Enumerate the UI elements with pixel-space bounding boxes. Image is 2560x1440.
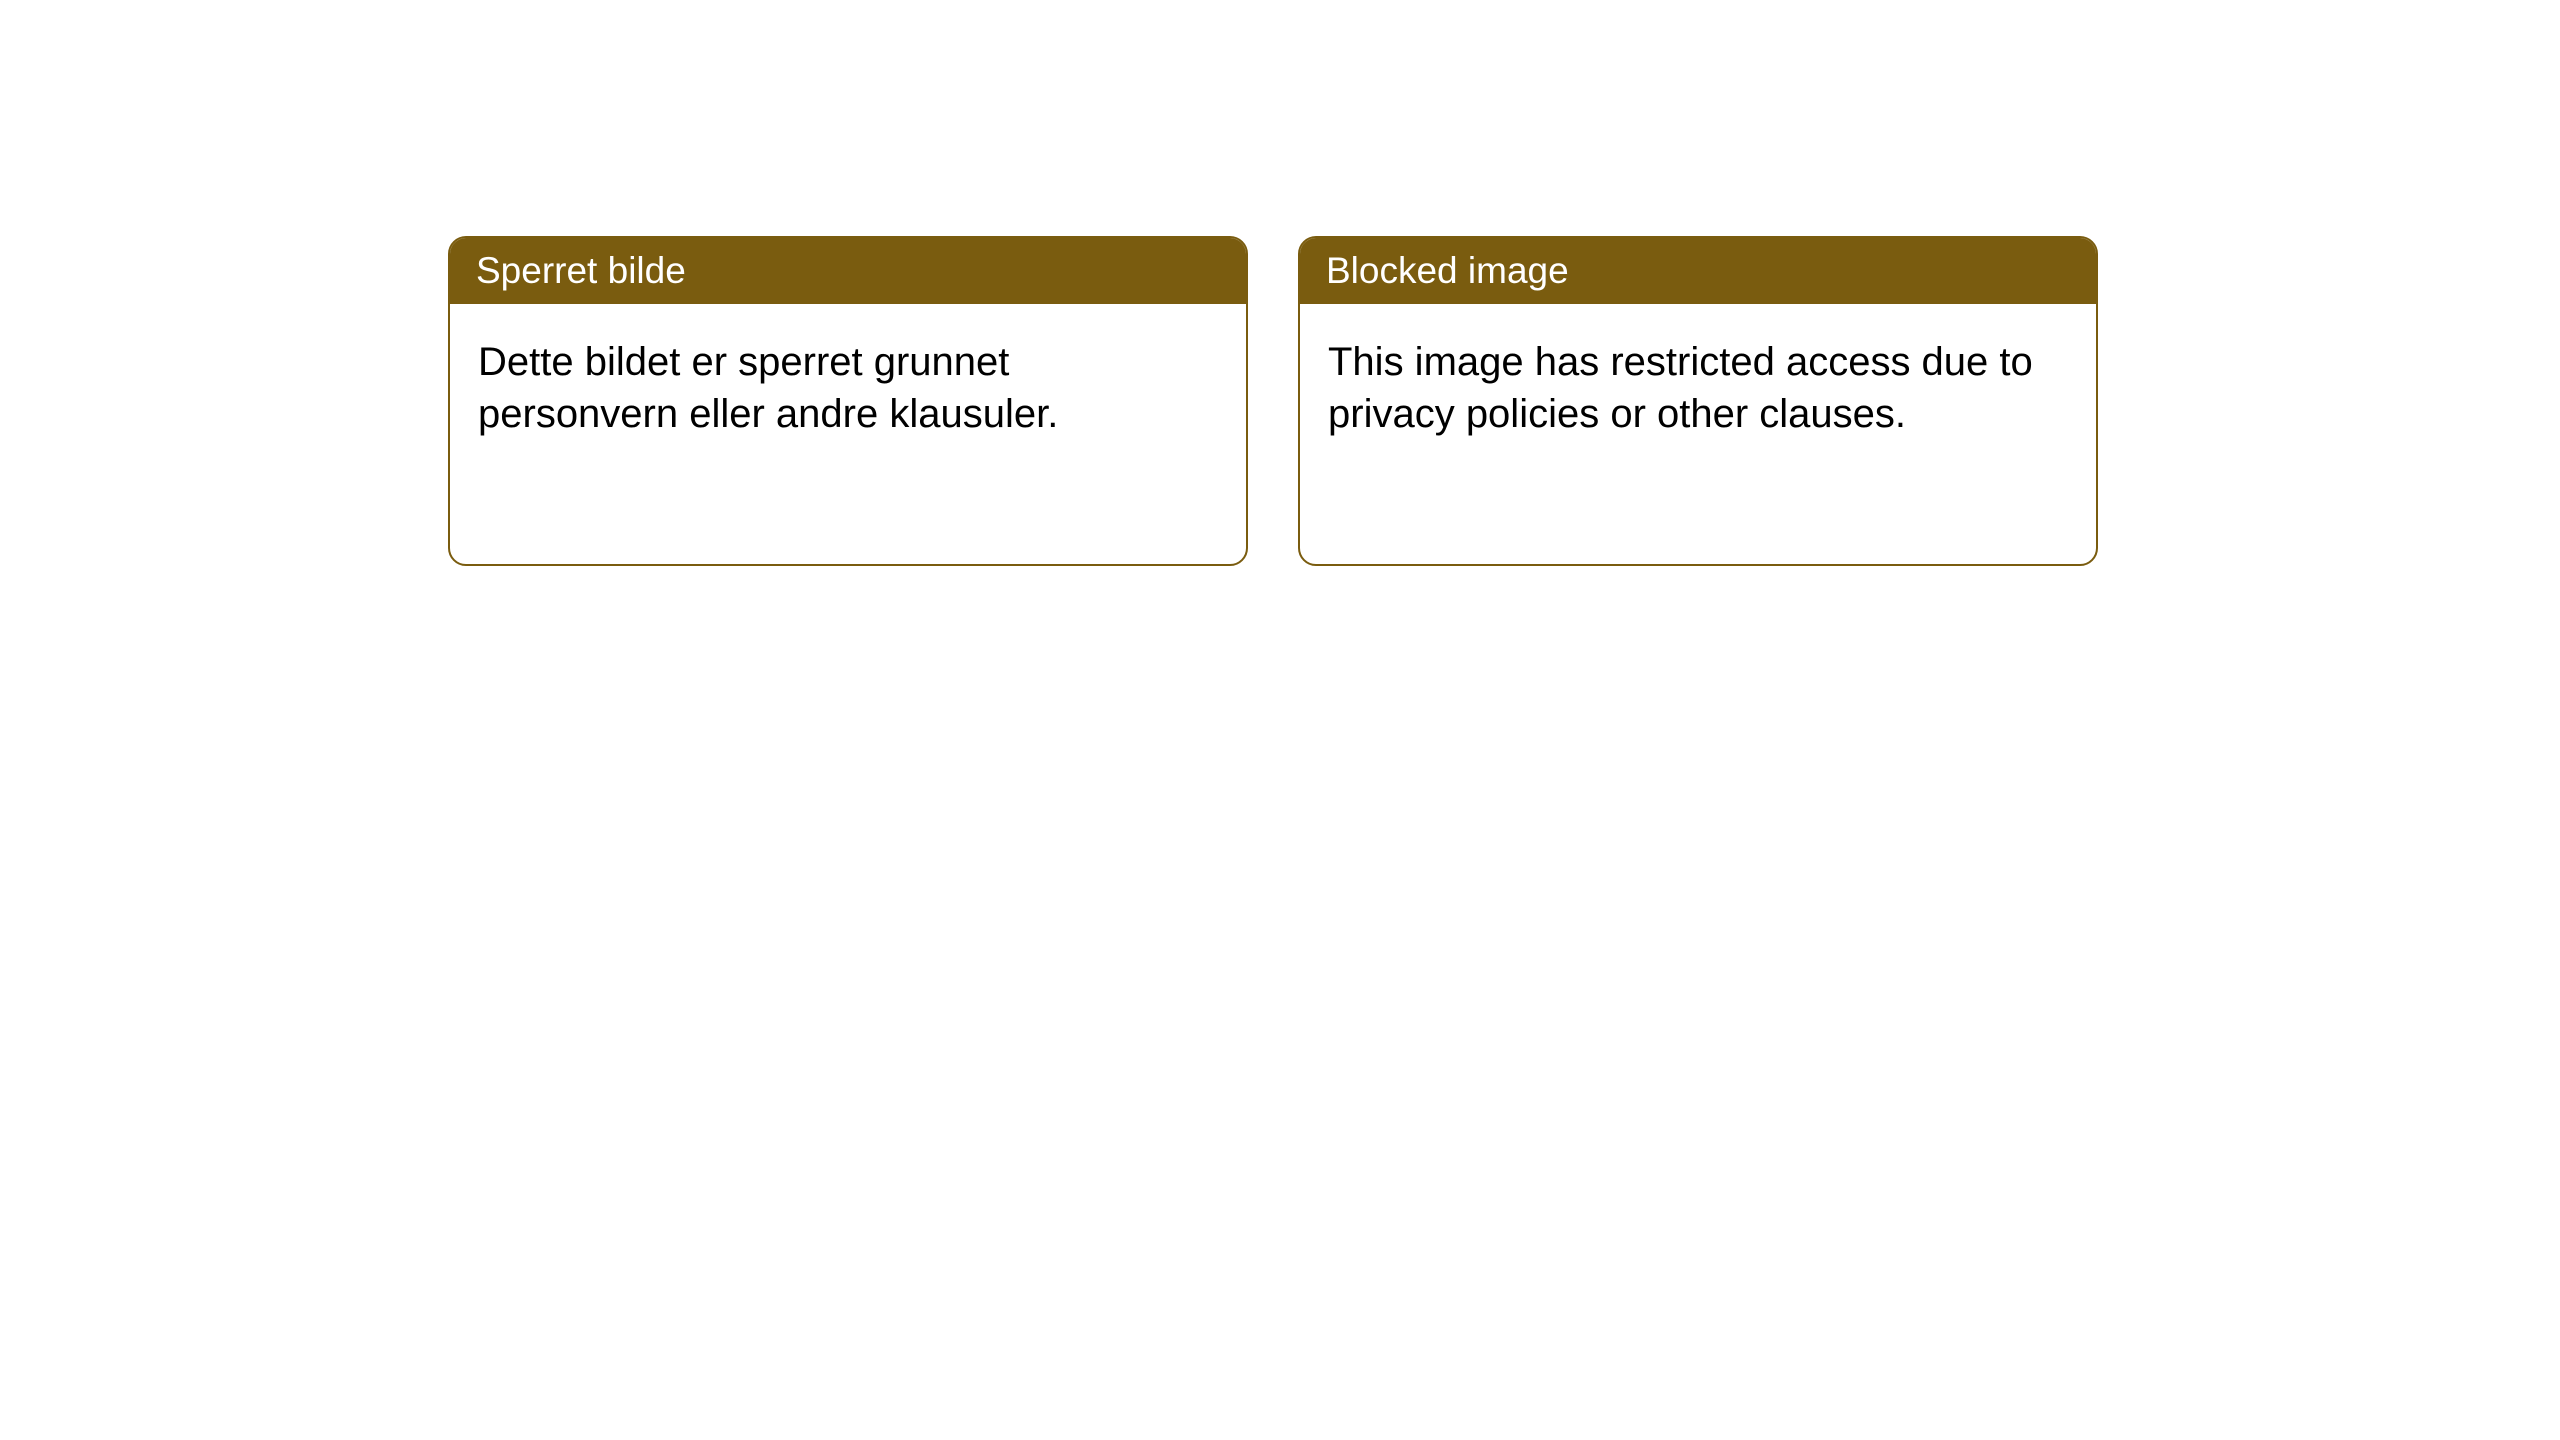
blocked-image-card-english: Blocked image This image has restricted … xyxy=(1298,236,2098,566)
notice-container: Sperret bilde Dette bildet er sperret gr… xyxy=(448,236,2098,566)
card-header: Sperret bilde xyxy=(450,238,1246,304)
card-header: Blocked image xyxy=(1300,238,2096,304)
card-title: Sperret bilde xyxy=(476,250,686,291)
card-body: This image has restricted access due to … xyxy=(1300,304,2096,564)
card-message: This image has restricted access due to … xyxy=(1328,340,2033,436)
card-body: Dette bildet er sperret grunnet personve… xyxy=(450,304,1246,564)
card-message: Dette bildet er sperret grunnet personve… xyxy=(478,340,1058,436)
blocked-image-card-norwegian: Sperret bilde Dette bildet er sperret gr… xyxy=(448,236,1248,566)
card-title: Blocked image xyxy=(1326,250,1569,291)
